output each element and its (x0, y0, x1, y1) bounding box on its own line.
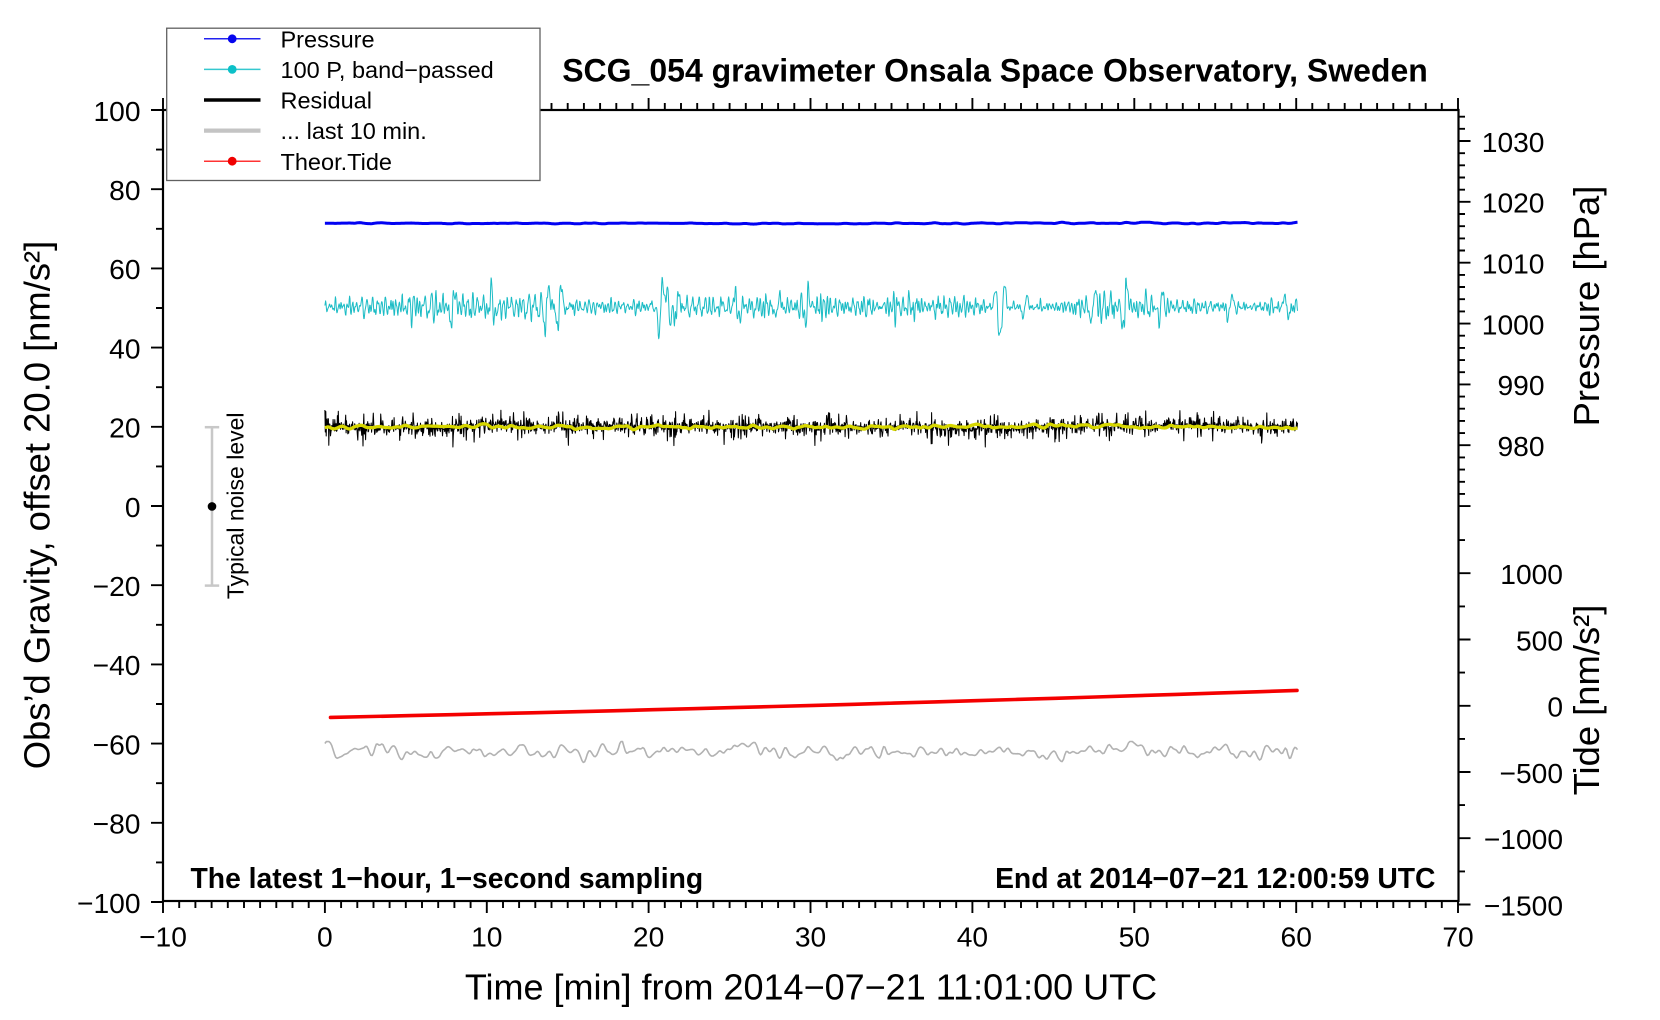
svg-text:500: 500 (1516, 624, 1563, 656)
svg-text:1000: 1000 (1500, 558, 1563, 590)
svg-text:−100: −100 (77, 887, 141, 919)
svg-text:80: 80 (109, 174, 140, 206)
svg-text:10: 10 (471, 920, 502, 952)
svg-text:... last 10 min.: ... last 10 min. (281, 118, 427, 144)
svg-text:SCG_054 gravimeter Onsala Spac: SCG_054 gravimeter Onsala Space Observat… (562, 53, 1428, 89)
svg-text:1020: 1020 (1482, 187, 1545, 219)
svg-text:0: 0 (317, 920, 333, 952)
svg-text:0: 0 (125, 491, 141, 523)
svg-text:70: 70 (1442, 920, 1473, 952)
svg-text:−10: −10 (139, 920, 187, 952)
svg-text:The latest 1−hour, 1−second sa: The latest 1−hour, 1−second sampling (191, 862, 704, 894)
svg-text:100 P, band−passed: 100 P, band−passed (281, 57, 494, 83)
svg-text:−40: −40 (93, 649, 141, 681)
svg-text:Obs’d Gravity, offset 20.0 [nm: Obs’d Gravity, offset 20.0 [nm/s²] (17, 241, 58, 770)
svg-text:−1000: −1000 (1484, 823, 1563, 855)
svg-text:1030: 1030 (1482, 126, 1545, 158)
svg-text:100: 100 (93, 95, 140, 127)
svg-text:−1500: −1500 (1484, 889, 1563, 921)
svg-text:End at 2014−07−21 12:00:59 UTC: End at 2014−07−21 12:00:59 UTC (995, 862, 1435, 894)
svg-text:−60: −60 (93, 728, 141, 760)
svg-text:980: 980 (1497, 430, 1544, 462)
svg-text:20: 20 (633, 920, 664, 952)
svg-text:20: 20 (109, 412, 140, 444)
svg-text:40: 40 (957, 920, 988, 952)
svg-text:0: 0 (1547, 691, 1563, 723)
svg-text:Pressure: Pressure (281, 26, 375, 52)
svg-text:Time [min] from 2014−07−21 11:: Time [min] from 2014−07−21 11:01:00 UTC (465, 966, 1157, 1007)
svg-text:−80: −80 (93, 808, 141, 840)
svg-text:Residual: Residual (281, 88, 372, 114)
svg-text:40: 40 (109, 332, 140, 364)
svg-text:1000: 1000 (1482, 308, 1545, 340)
svg-text:1010: 1010 (1482, 248, 1545, 280)
svg-text:Theor.Tide: Theor.Tide (281, 149, 392, 175)
svg-text:990: 990 (1497, 369, 1544, 401)
svg-text:60: 60 (109, 253, 140, 285)
svg-text:Pressure [hPa]: Pressure [hPa] (1566, 186, 1607, 427)
svg-text:60: 60 (1281, 920, 1312, 952)
svg-text:Tide [nm/s²]: Tide [nm/s²] (1566, 605, 1607, 796)
svg-text:50: 50 (1119, 920, 1150, 952)
svg-text:30: 30 (795, 920, 826, 952)
svg-text:Typical noise level: Typical noise level (223, 412, 249, 599)
svg-text:−500: −500 (1500, 757, 1564, 789)
svg-text:−20: −20 (93, 570, 141, 602)
